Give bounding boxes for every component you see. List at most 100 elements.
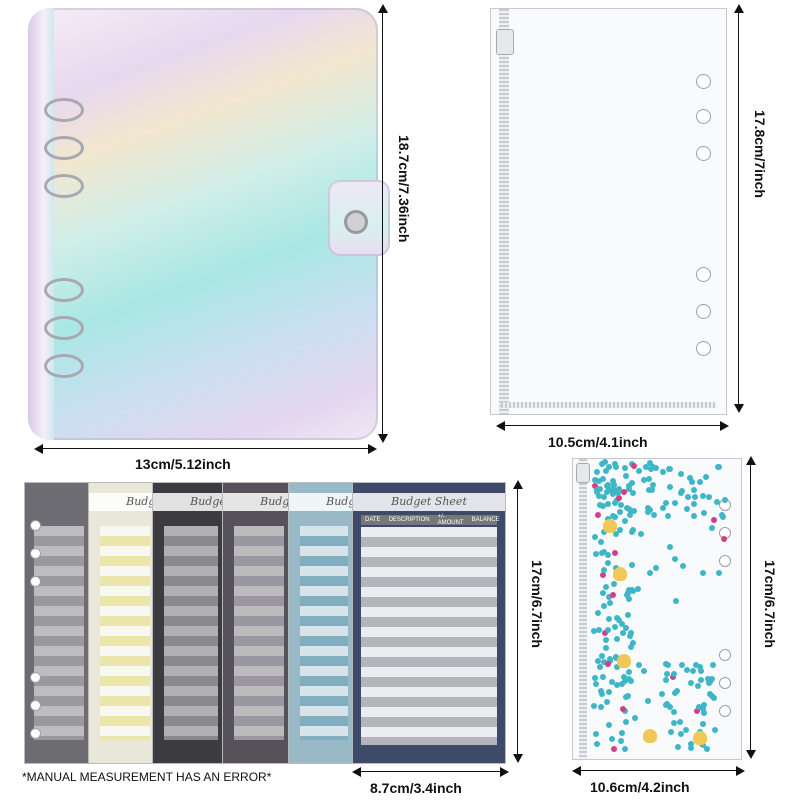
sequin-dot xyxy=(721,497,728,504)
arrow-down-icon xyxy=(378,434,388,443)
sequin-dot xyxy=(622,465,629,472)
sequin-dot xyxy=(594,469,601,476)
sequin-dot xyxy=(622,625,629,632)
sequin-dot xyxy=(617,526,624,533)
sheet-rows xyxy=(34,526,84,740)
sequin-dot xyxy=(626,595,633,602)
sequin-dot xyxy=(649,486,656,493)
sequin-dot xyxy=(622,518,629,525)
sequin-dot xyxy=(664,513,671,519)
sequin-dot xyxy=(600,566,607,573)
sequin-dot xyxy=(704,746,711,753)
punch-hole-icon xyxy=(30,548,41,559)
sequin-dot xyxy=(597,486,604,493)
sequin-dot xyxy=(664,661,671,668)
sequin-dot xyxy=(608,736,615,743)
sequin-dot xyxy=(684,506,691,513)
sequin-dot xyxy=(700,706,707,713)
sequin-dot xyxy=(604,500,611,507)
sequin-dot xyxy=(616,485,623,492)
sequin-dot xyxy=(593,488,600,495)
sequin-dot xyxy=(611,499,618,506)
shell-icon xyxy=(643,729,657,743)
sequin-dot xyxy=(598,703,605,710)
sequin-dot xyxy=(650,481,657,488)
sequin-dot xyxy=(671,499,678,506)
sequin-dot xyxy=(614,489,621,496)
sequin-dot xyxy=(614,682,621,689)
zipper-pull-icon xyxy=(496,29,514,55)
sequin-dot xyxy=(601,529,608,536)
sequin-dot xyxy=(623,505,630,512)
sequin-dot xyxy=(650,511,657,518)
sequin-dot xyxy=(620,674,627,681)
clear-pouch-width-line xyxy=(502,425,722,426)
binder-ring-icon xyxy=(44,136,84,160)
sequin-dot xyxy=(715,464,722,471)
sequin-dot xyxy=(682,726,689,733)
sequin-dot xyxy=(710,516,717,523)
sequin-dot xyxy=(646,570,653,577)
sequin-dot xyxy=(611,481,618,488)
punch-hole-icon xyxy=(30,520,41,531)
sequin-dot xyxy=(653,564,660,571)
punch-hole-icon xyxy=(719,705,731,717)
sequin-dot xyxy=(593,550,600,557)
sequin-dot xyxy=(611,460,618,467)
sequin-dot xyxy=(619,621,626,628)
sequin-dot xyxy=(675,743,682,750)
sequin-dot xyxy=(613,663,620,670)
sequin-dot xyxy=(601,603,608,610)
sequin-dot xyxy=(678,661,685,668)
sequin-dot xyxy=(595,493,602,500)
col-amount: +/-AMOUNT xyxy=(437,514,464,526)
sequin-dot xyxy=(604,627,611,634)
sequin-dot xyxy=(614,614,621,621)
sequin-dot xyxy=(596,478,603,485)
sequin-dot xyxy=(628,562,635,569)
sequin-dot xyxy=(716,569,723,576)
sequin-dot xyxy=(602,459,609,465)
sequin-dot xyxy=(690,500,697,507)
sequin-dot xyxy=(609,485,616,492)
sequin-dot xyxy=(616,509,623,516)
sequin-dot xyxy=(689,479,696,486)
zipper xyxy=(499,9,509,414)
sequin-dot xyxy=(673,688,680,695)
arrow-down-icon xyxy=(513,754,523,763)
sheet-column-header: DATE DESCRIPTION +/-AMOUNT BALANCE xyxy=(361,514,500,526)
sequin-pouch-width-label: 10.6cm/4.2inch xyxy=(590,779,690,795)
sequin-dot xyxy=(629,587,636,594)
sequin-dot xyxy=(687,740,694,747)
arrow-right-icon xyxy=(736,766,745,776)
binder-height-label: 18.7cm/7.36inch xyxy=(396,135,412,243)
sequin-dot xyxy=(676,718,683,725)
sequin-dot xyxy=(668,728,675,735)
binder-ring-icon xyxy=(44,98,84,122)
sequin-dot xyxy=(606,599,613,606)
sequin-dot xyxy=(630,639,637,646)
punch-hole-icon xyxy=(696,267,711,282)
sequin-dot xyxy=(621,489,628,496)
sequin-dot xyxy=(594,741,601,748)
sequin-dot xyxy=(599,475,606,482)
sequin-dot xyxy=(653,464,660,471)
sequin-dot xyxy=(604,483,611,490)
sequin-dot xyxy=(606,615,613,622)
sequin-dot xyxy=(611,745,618,752)
sequin-dot xyxy=(605,464,612,471)
clear-pouch-width-label: 10.5cm/4.1inch xyxy=(548,434,648,450)
sequin-dot xyxy=(637,530,644,537)
sequin-dot xyxy=(631,507,638,514)
sequin-dot xyxy=(662,499,669,506)
sequin-dot xyxy=(625,586,632,593)
sequin-dot xyxy=(598,549,605,556)
arrow-left-icon xyxy=(34,444,43,454)
sequin-dot xyxy=(592,482,599,489)
sequin-dot xyxy=(687,744,694,751)
sequin-dot xyxy=(712,727,719,734)
sequin-dot xyxy=(625,612,632,619)
sequin-dot xyxy=(620,705,627,712)
sequin-zipper-pouch xyxy=(572,458,742,760)
punch-hole-icon xyxy=(719,677,731,689)
